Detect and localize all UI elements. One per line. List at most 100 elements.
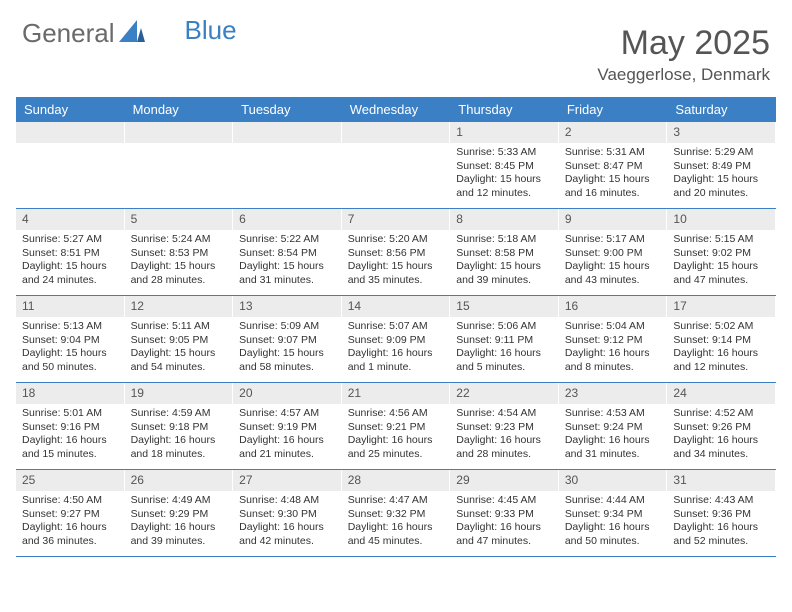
daylight-text: Daylight: 16 hours [559, 521, 668, 534]
week-row: 11Sunrise: 5:13 AMSunset: 9:04 PMDayligh… [16, 296, 776, 383]
sunset-text: Sunset: 9:34 PM [559, 508, 668, 521]
sunrise-text: Sunrise: 4:57 AM [233, 407, 342, 420]
day-cell: 22Sunrise: 4:54 AMSunset: 9:23 PMDayligh… [450, 383, 559, 469]
sunrise-text: Sunrise: 5:20 AM [342, 233, 451, 246]
day-cell [125, 122, 234, 208]
day-number: 5 [125, 209, 234, 230]
sunset-text: Sunset: 8:51 PM [16, 247, 125, 260]
day-cell: 15Sunrise: 5:06 AMSunset: 9:11 PMDayligh… [450, 296, 559, 382]
day-number [233, 122, 342, 143]
daylight-text: and 12 minutes. [667, 361, 776, 374]
day-number: 23 [559, 383, 668, 404]
day-cell [233, 122, 342, 208]
daylight-text: and 54 minutes. [125, 361, 234, 374]
daylight-text: Daylight: 15 hours [342, 260, 451, 273]
day-cell: 7Sunrise: 5:20 AMSunset: 8:56 PMDaylight… [342, 209, 451, 295]
sunrise-text: Sunrise: 5:15 AM [667, 233, 776, 246]
daylight-text: and 31 minutes. [233, 274, 342, 287]
daylight-text: and 45 minutes. [342, 535, 451, 548]
sunset-text: Sunset: 9:00 PM [559, 247, 668, 260]
day-number: 30 [559, 470, 668, 491]
daylight-text: and 58 minutes. [233, 361, 342, 374]
sunset-text: Sunset: 9:26 PM [667, 421, 776, 434]
day-number: 18 [16, 383, 125, 404]
sunset-text: Sunset: 8:49 PM [667, 160, 776, 173]
daylight-text: Daylight: 15 hours [233, 260, 342, 273]
daylight-text: and 15 minutes. [16, 448, 125, 461]
day-cell: 3Sunrise: 5:29 AMSunset: 8:49 PMDaylight… [667, 122, 776, 208]
sunset-text: Sunset: 8:58 PM [450, 247, 559, 260]
daylight-text: and 47 minutes. [667, 274, 776, 287]
day-header: Thursday [450, 97, 559, 122]
sunrise-text: Sunrise: 4:56 AM [342, 407, 451, 420]
daylight-text: and 42 minutes. [233, 535, 342, 548]
day-cell [16, 122, 125, 208]
sunset-text: Sunset: 9:21 PM [342, 421, 451, 434]
sunrise-text: Sunrise: 4:54 AM [450, 407, 559, 420]
sunrise-text: Sunrise: 5:18 AM [450, 233, 559, 246]
daylight-text: and 50 minutes. [559, 535, 668, 548]
sunrise-text: Sunrise: 5:27 AM [16, 233, 125, 246]
day-cell: 27Sunrise: 4:48 AMSunset: 9:30 PMDayligh… [233, 470, 342, 556]
day-number: 25 [16, 470, 125, 491]
sunset-text: Sunset: 9:27 PM [16, 508, 125, 521]
day-cell: 24Sunrise: 4:52 AMSunset: 9:26 PMDayligh… [667, 383, 776, 469]
day-number: 28 [342, 470, 451, 491]
daylight-text: and 34 minutes. [667, 448, 776, 461]
daylight-text: Daylight: 16 hours [667, 347, 776, 360]
day-cell: 16Sunrise: 5:04 AMSunset: 9:12 PMDayligh… [559, 296, 668, 382]
day-number: 4 [16, 209, 125, 230]
sunset-text: Sunset: 9:07 PM [233, 334, 342, 347]
day-header: Tuesday [233, 97, 342, 122]
brand-part1: General [22, 18, 115, 49]
sunset-text: Sunset: 9:29 PM [125, 508, 234, 521]
daylight-text: and 18 minutes. [125, 448, 234, 461]
day-cell: 21 Sunrise: 4:56 AMSunset: 9:21 PMDayligh… [342, 383, 451, 469]
daylight-text: Daylight: 16 hours [559, 434, 668, 447]
sunset-text: Sunset: 9:05 PM [125, 334, 234, 347]
title-block: May 2025 Vaeggerlose, Denmark [597, 24, 770, 85]
daylight-text: Daylight: 16 hours [233, 434, 342, 447]
sunrise-text: Sunrise: 5:11 AM [125, 320, 234, 333]
day-number: 10 [667, 209, 776, 230]
daylight-text: and 36 minutes. [16, 535, 125, 548]
day-number: 21 [342, 383, 451, 404]
day-number: 24 [667, 383, 776, 404]
daylight-text: Daylight: 16 hours [342, 347, 451, 360]
day-header: Sunday [16, 97, 125, 122]
day-cell: 13Sunrise: 5:09 AMSunset: 9:07 PMDayligh… [233, 296, 342, 382]
sunset-text: Sunset: 9:14 PM [667, 334, 776, 347]
sunrise-text: Sunrise: 4:49 AM [125, 494, 234, 507]
sunset-text: Sunset: 9:32 PM [342, 508, 451, 521]
day-header: Wednesday [342, 97, 451, 122]
day-cell: 1Sunrise: 5:33 AMSunset: 8:45 PMDaylight… [450, 122, 559, 208]
day-number: 27 [233, 470, 342, 491]
sunset-text: Sunset: 8:45 PM [450, 160, 559, 173]
day-cell: 9Sunrise: 5:17 AMSunset: 9:00 PMDaylight… [559, 209, 668, 295]
sunset-text: Sunset: 8:53 PM [125, 247, 234, 260]
sunrise-text: Sunrise: 5:09 AM [233, 320, 342, 333]
sunrise-text: Sunrise: 5:02 AM [667, 320, 776, 333]
day-number: 1 [450, 122, 559, 143]
day-number: 29 [450, 470, 559, 491]
day-number: 26 [125, 470, 234, 491]
sunrise-text: Sunrise: 4:50 AM [16, 494, 125, 507]
sunset-text: Sunset: 8:56 PM [342, 247, 451, 260]
daylight-text: Daylight: 16 hours [450, 434, 559, 447]
day-cell [342, 122, 451, 208]
day-cell: 25Sunrise: 4:50 AMSunset: 9:27 PMDayligh… [16, 470, 125, 556]
day-cell: 12Sunrise: 5:11 AMSunset: 9:05 PMDayligh… [125, 296, 234, 382]
day-cell: 2Sunrise: 5:31 AMSunset: 8:47 PMDaylight… [559, 122, 668, 208]
daylight-text: Daylight: 16 hours [342, 434, 451, 447]
sunset-text: Sunset: 9:30 PM [233, 508, 342, 521]
sunrise-text: Sunrise: 4:59 AM [125, 407, 234, 420]
day-header-row: Sunday Monday Tuesday Wednesday Thursday… [16, 97, 776, 122]
day-cell: 19Sunrise: 4:59 AMSunset: 9:18 PMDayligh… [125, 383, 234, 469]
day-cell: 6Sunrise: 5:22 AMSunset: 8:54 PMDaylight… [233, 209, 342, 295]
calendar: Sunday Monday Tuesday Wednesday Thursday… [16, 97, 776, 557]
daylight-text: Daylight: 16 hours [125, 521, 234, 534]
sunset-text: Sunset: 9:33 PM [450, 508, 559, 521]
daylight-text: and 52 minutes. [667, 535, 776, 548]
sunset-text: Sunset: 9:04 PM [16, 334, 125, 347]
sunrise-text: Sunrise: 5:17 AM [559, 233, 668, 246]
